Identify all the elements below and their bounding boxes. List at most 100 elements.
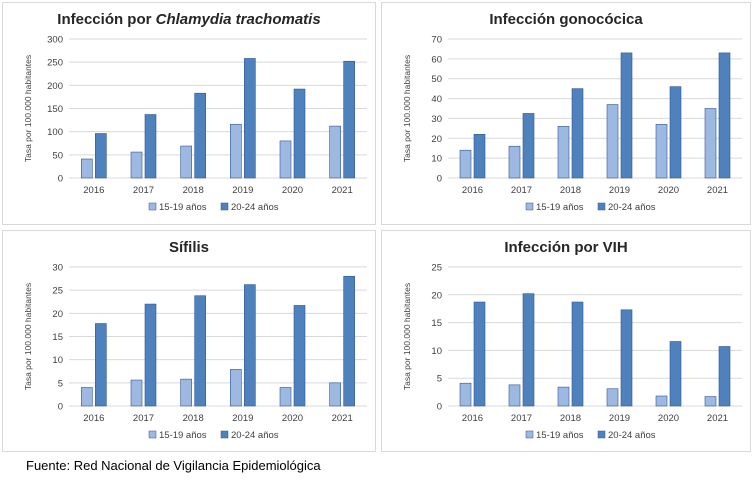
bar — [473, 134, 486, 179]
x-tick-label: 2016 — [83, 413, 104, 424]
x-tick-label: 2021 — [707, 185, 728, 196]
y-tick-label: 70 — [431, 35, 442, 46]
bar — [606, 104, 619, 179]
y-axis-label: Tasa por 100.000 habitantes — [402, 55, 412, 162]
x-tick-label: 2018 — [560, 185, 581, 196]
legend-swatch — [525, 430, 534, 439]
y-tick-label: 0 — [437, 402, 442, 413]
bar — [718, 346, 731, 407]
y-tick-label: 250 — [47, 58, 63, 69]
chart-svg: 0 5 10 15 20 25 Tasa por 100.000 habitantes 201… — [402, 263, 742, 441]
y-tick-label: 25 — [52, 286, 63, 297]
y-tick-label: 150 — [47, 104, 63, 115]
bar — [293, 88, 306, 179]
y-tick-label: 50 — [52, 150, 63, 161]
bar — [620, 309, 633, 407]
x-tick-label: 2020 — [282, 413, 303, 424]
x-tick-label: 2017 — [133, 185, 154, 196]
bar — [130, 379, 143, 407]
bar — [180, 378, 192, 407]
y-tick-label: 10 — [52, 355, 63, 366]
legend-swatch — [148, 202, 157, 211]
legend-swatch — [597, 202, 606, 211]
source-note: Fuente: Red Nacional de Vigilancia Epide… — [26, 458, 321, 473]
legend-label: 20-24 años — [608, 202, 656, 213]
y-tick-label: 50 — [431, 74, 442, 85]
y-tick-label: 0 — [58, 174, 63, 185]
y-axis-label: Tasa por 100.000 habitantes — [23, 55, 33, 162]
legend-label: 15-19 años — [159, 430, 207, 441]
bar — [230, 123, 242, 179]
chart-svg: 0 10 20 30 40 50 60 70 Tasa por 100.000 habitant… — [402, 35, 742, 213]
y-tick-label: 40 — [431, 94, 442, 105]
legend-swatch — [220, 202, 229, 211]
legend-label: 15-19 años — [536, 430, 584, 441]
y-tick-label: 25 — [431, 263, 442, 274]
bar — [244, 58, 256, 179]
bar — [557, 126, 570, 179]
y-axis-label: Tasa por 100.000 habitantes — [23, 283, 33, 390]
y-tick-label: 10 — [431, 346, 442, 357]
x-tick-label: 2017 — [133, 413, 154, 424]
legend-swatch — [597, 430, 606, 439]
x-tick-label: 2019 — [609, 413, 630, 424]
bar — [571, 88, 584, 179]
x-tick-label: 2016 — [462, 185, 483, 196]
y-tick-label: 30 — [52, 263, 63, 274]
chart-title: Infección por Chlamydia trachomatis — [57, 11, 321, 28]
legend-label: 20-24 años — [608, 430, 656, 441]
y-tick-label: 10 — [431, 154, 442, 165]
bar — [343, 275, 355, 407]
bar — [669, 341, 682, 407]
chart-svg: 0 50 100 150 200 250 300 Tasa por 100.000 habit… — [23, 35, 367, 213]
x-tick-label: 2018 — [560, 413, 581, 424]
bar — [244, 284, 256, 407]
y-axis-label: Tasa por 100.000 habitantes — [402, 283, 412, 390]
chart-title: Infección gonocócica — [489, 11, 643, 28]
x-tick-label: 2020 — [658, 185, 679, 196]
bar — [95, 133, 107, 179]
bar — [620, 52, 633, 179]
x-tick-label: 2018 — [183, 185, 204, 196]
x-tick-label: 2019 — [232, 413, 253, 424]
x-tick-label: 2020 — [658, 413, 679, 424]
bar — [343, 60, 355, 179]
y-tick-label: 300 — [47, 35, 63, 46]
x-tick-label: 2016 — [462, 413, 483, 424]
x-tick-label: 2019 — [609, 185, 630, 196]
bar — [606, 388, 619, 407]
legend-swatch — [220, 430, 229, 439]
y-tick-label: 200 — [47, 81, 63, 92]
chart-svg: 0 5 10 15 20 25 30 Tasa por 100.000 habitantes 2… — [23, 263, 367, 441]
chart-panel-chlamydia: Infección por Chlamydia trachomatis 0 50 1… — [2, 2, 376, 225]
x-tick-label: 2020 — [282, 185, 303, 196]
chart-title: Sífilis — [168, 239, 209, 256]
bar — [329, 382, 341, 407]
bar — [329, 125, 341, 179]
x-tick-label: 2018 — [183, 413, 204, 424]
bar — [144, 303, 157, 407]
bar — [704, 108, 717, 179]
y-tick-label: 15 — [431, 318, 442, 329]
bar — [293, 305, 306, 407]
bar — [81, 158, 93, 179]
bar — [473, 301, 486, 407]
bar — [459, 149, 472, 179]
bar — [655, 124, 668, 179]
bar — [718, 52, 731, 179]
x-tick-label: 2019 — [232, 185, 253, 196]
bar — [230, 369, 242, 407]
legend-swatch — [525, 202, 534, 211]
x-tick-label: 2016 — [83, 185, 104, 196]
chart-panel-syphilis: Sífilis 0 5 10 15 20 25 30 Tasa por 100.000 hab… — [2, 230, 376, 452]
x-tick-label: 2021 — [332, 185, 353, 196]
bar — [194, 295, 206, 407]
x-tick-label: 2021 — [332, 413, 353, 424]
bar — [130, 151, 143, 179]
bar — [144, 114, 157, 179]
y-tick-label: 5 — [437, 374, 442, 385]
bar — [655, 395, 668, 407]
legend-swatch — [148, 430, 157, 439]
x-tick-label: 2017 — [511, 185, 532, 196]
bar — [81, 387, 93, 407]
